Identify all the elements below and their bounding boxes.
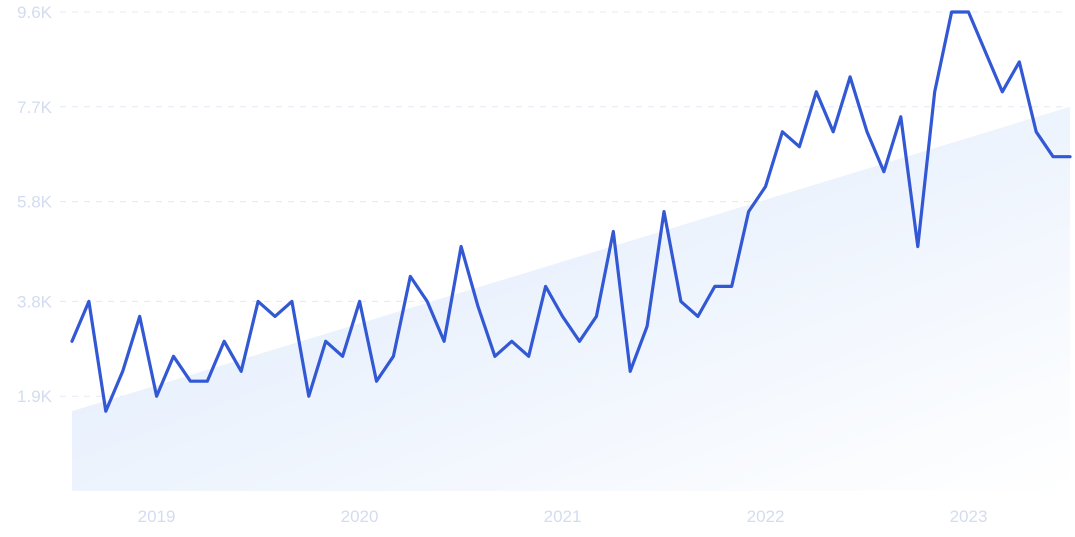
data-point <box>104 409 108 413</box>
data-point <box>730 284 734 288</box>
data-point <box>70 339 74 343</box>
data-point <box>1068 155 1072 159</box>
data-point <box>780 130 784 134</box>
data-point <box>831 130 835 134</box>
data-point <box>848 75 852 79</box>
x-axis-ticks: 2019 2020 2021 2022 2023 <box>138 507 988 526</box>
data-point <box>747 210 751 214</box>
data-point <box>594 314 598 318</box>
data-point <box>899 115 903 119</box>
data-point <box>510 339 514 343</box>
data-point <box>205 379 209 383</box>
y-tick-label: 5.8K <box>17 193 53 212</box>
data-point <box>1017 60 1021 64</box>
series-line-group <box>70 10 1072 413</box>
y-tick-label: 3.8K <box>17 292 53 311</box>
trend-area-shape <box>72 106 1070 491</box>
x-tick-label: 2019 <box>138 507 176 526</box>
data-point <box>797 145 801 149</box>
data-point <box>138 314 142 318</box>
data-point <box>87 299 91 303</box>
data-point <box>256 299 260 303</box>
data-point <box>611 230 615 234</box>
data-point <box>324 339 328 343</box>
data-point <box>358 299 362 303</box>
x-tick-label: 2023 <box>950 507 988 526</box>
data-point <box>1034 130 1038 134</box>
y-tick-label: 9.6K <box>17 3 53 22</box>
x-tick-label: 2022 <box>747 507 785 526</box>
data-point <box>764 185 768 189</box>
data-point <box>188 379 192 383</box>
data-point <box>561 314 565 318</box>
data-point <box>713 284 717 288</box>
data-point <box>476 304 480 308</box>
trend-area <box>72 106 1070 491</box>
data-point <box>121 369 125 373</box>
data-point <box>273 314 277 318</box>
data-point <box>544 284 548 288</box>
data-point <box>493 354 497 358</box>
data-point <box>425 299 429 303</box>
data-point <box>577 339 581 343</box>
y-tick-label: 7.7K <box>17 98 53 117</box>
data-point <box>442 339 446 343</box>
data-point <box>239 369 243 373</box>
y-axis-ticks: 1.9K 3.8K 5.8K 7.7K 9.6K <box>17 3 53 406</box>
data-point <box>341 354 345 358</box>
x-tick-label: 2021 <box>544 507 582 526</box>
data-point <box>916 245 920 249</box>
data-point <box>1000 90 1004 94</box>
data-point <box>307 394 311 398</box>
data-point <box>391 354 395 358</box>
data-point <box>155 394 159 398</box>
data-point <box>662 210 666 214</box>
data-point <box>628 369 632 373</box>
data-point <box>459 245 463 249</box>
data-point <box>679 299 683 303</box>
data-point <box>374 379 378 383</box>
data-point <box>950 10 954 14</box>
data-point <box>290 299 294 303</box>
data-point <box>865 130 869 134</box>
y-tick-label: 1.9K <box>17 387 53 406</box>
data-point <box>408 274 412 278</box>
data-point <box>222 339 226 343</box>
data-point <box>933 90 937 94</box>
data-point <box>882 170 886 174</box>
data-point <box>171 354 175 358</box>
data-point <box>814 90 818 94</box>
data-point <box>967 10 971 14</box>
data-point <box>527 354 531 358</box>
series-line <box>70 10 1072 413</box>
data-point <box>983 50 987 54</box>
data-point <box>645 324 649 328</box>
x-tick-label: 2020 <box>341 507 379 526</box>
data-point <box>696 314 700 318</box>
data-point <box>1051 155 1055 159</box>
